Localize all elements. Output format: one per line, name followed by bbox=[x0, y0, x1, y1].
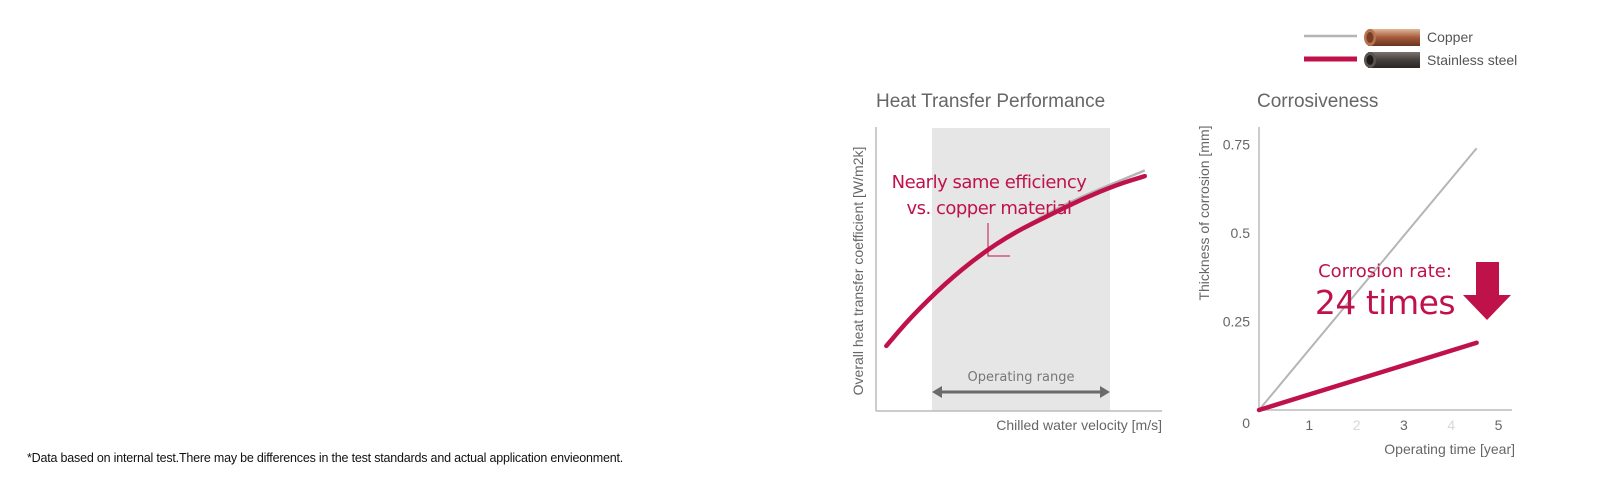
corrosiveness-chart: Corrosiveness Thickness of corrosion [mm… bbox=[1196, 91, 1515, 457]
legend-item-stainless-steel: Stainless steel bbox=[1304, 52, 1517, 68]
arrow-down-icon bbox=[1463, 262, 1511, 320]
x-tick-label: 2 bbox=[1353, 417, 1361, 433]
y-tick-label: 0 bbox=[1242, 415, 1250, 431]
corrosiveness-y-tick-labels: 0 0.25 0.5 0.75 bbox=[1223, 137, 1250, 431]
corrosiveness-x-tick-labels: 1 2 3 4 5 bbox=[1305, 417, 1502, 433]
x-tick-label: 4 bbox=[1447, 417, 1455, 433]
stainless-steel-series-line bbox=[1256, 340, 1479, 413]
efficiency-annotation-line2: vs. copper material bbox=[906, 198, 1071, 219]
legend-item-copper: Copper bbox=[1304, 29, 1473, 46]
x-tick-label: 3 bbox=[1400, 417, 1408, 433]
x-tick-label: 1 bbox=[1305, 417, 1313, 433]
y-tick-label: 0.25 bbox=[1223, 314, 1250, 330]
legend: Copper Stainless steel bbox=[1304, 29, 1517, 68]
y-tick-label: 0.75 bbox=[1223, 137, 1250, 153]
efficiency-annotation-line1: Nearly same efficiency bbox=[892, 172, 1088, 193]
stainless-steel-series-line bbox=[884, 173, 1148, 349]
legend-label-copper: Copper bbox=[1427, 29, 1473, 45]
heat-transfer-x-axis-label: Chilled water velocity [m/s] bbox=[996, 417, 1162, 433]
steel-pipe-icon bbox=[1364, 52, 1420, 68]
footnote: *Data based on internal test.There may b… bbox=[27, 451, 624, 465]
corrosiveness-x-axis-label: Operating time [year] bbox=[1384, 441, 1515, 457]
y-tick-label: 0.5 bbox=[1231, 225, 1251, 241]
corrosion-rate-label: Corrosion rate: bbox=[1318, 261, 1452, 282]
corrosiveness-chart-title: Corrosiveness bbox=[1257, 91, 1378, 112]
corrosiveness-y-axis-label: Thickness of corrosion [mm] bbox=[1196, 125, 1212, 300]
legend-label-stainless-steel: Stainless steel bbox=[1427, 52, 1517, 68]
copper-pipe-icon bbox=[1364, 29, 1420, 46]
heat-transfer-y-axis-label: Overall heat transfer coefficient [W/m2k… bbox=[850, 147, 866, 396]
copper-series-line bbox=[1258, 147, 1478, 411]
corrosion-rate-value: 24 times bbox=[1315, 283, 1455, 322]
x-tick-label: 5 bbox=[1495, 417, 1503, 433]
operating-range-label: Operating range bbox=[968, 370, 1075, 385]
heat-transfer-chart-title: Heat Transfer Performance bbox=[876, 91, 1105, 112]
efficiency-callout-leader bbox=[987, 223, 1010, 257]
operating-range-arrow bbox=[932, 386, 1110, 398]
heat-transfer-chart: Heat Transfer Performance Overall heat t… bbox=[850, 91, 1162, 433]
